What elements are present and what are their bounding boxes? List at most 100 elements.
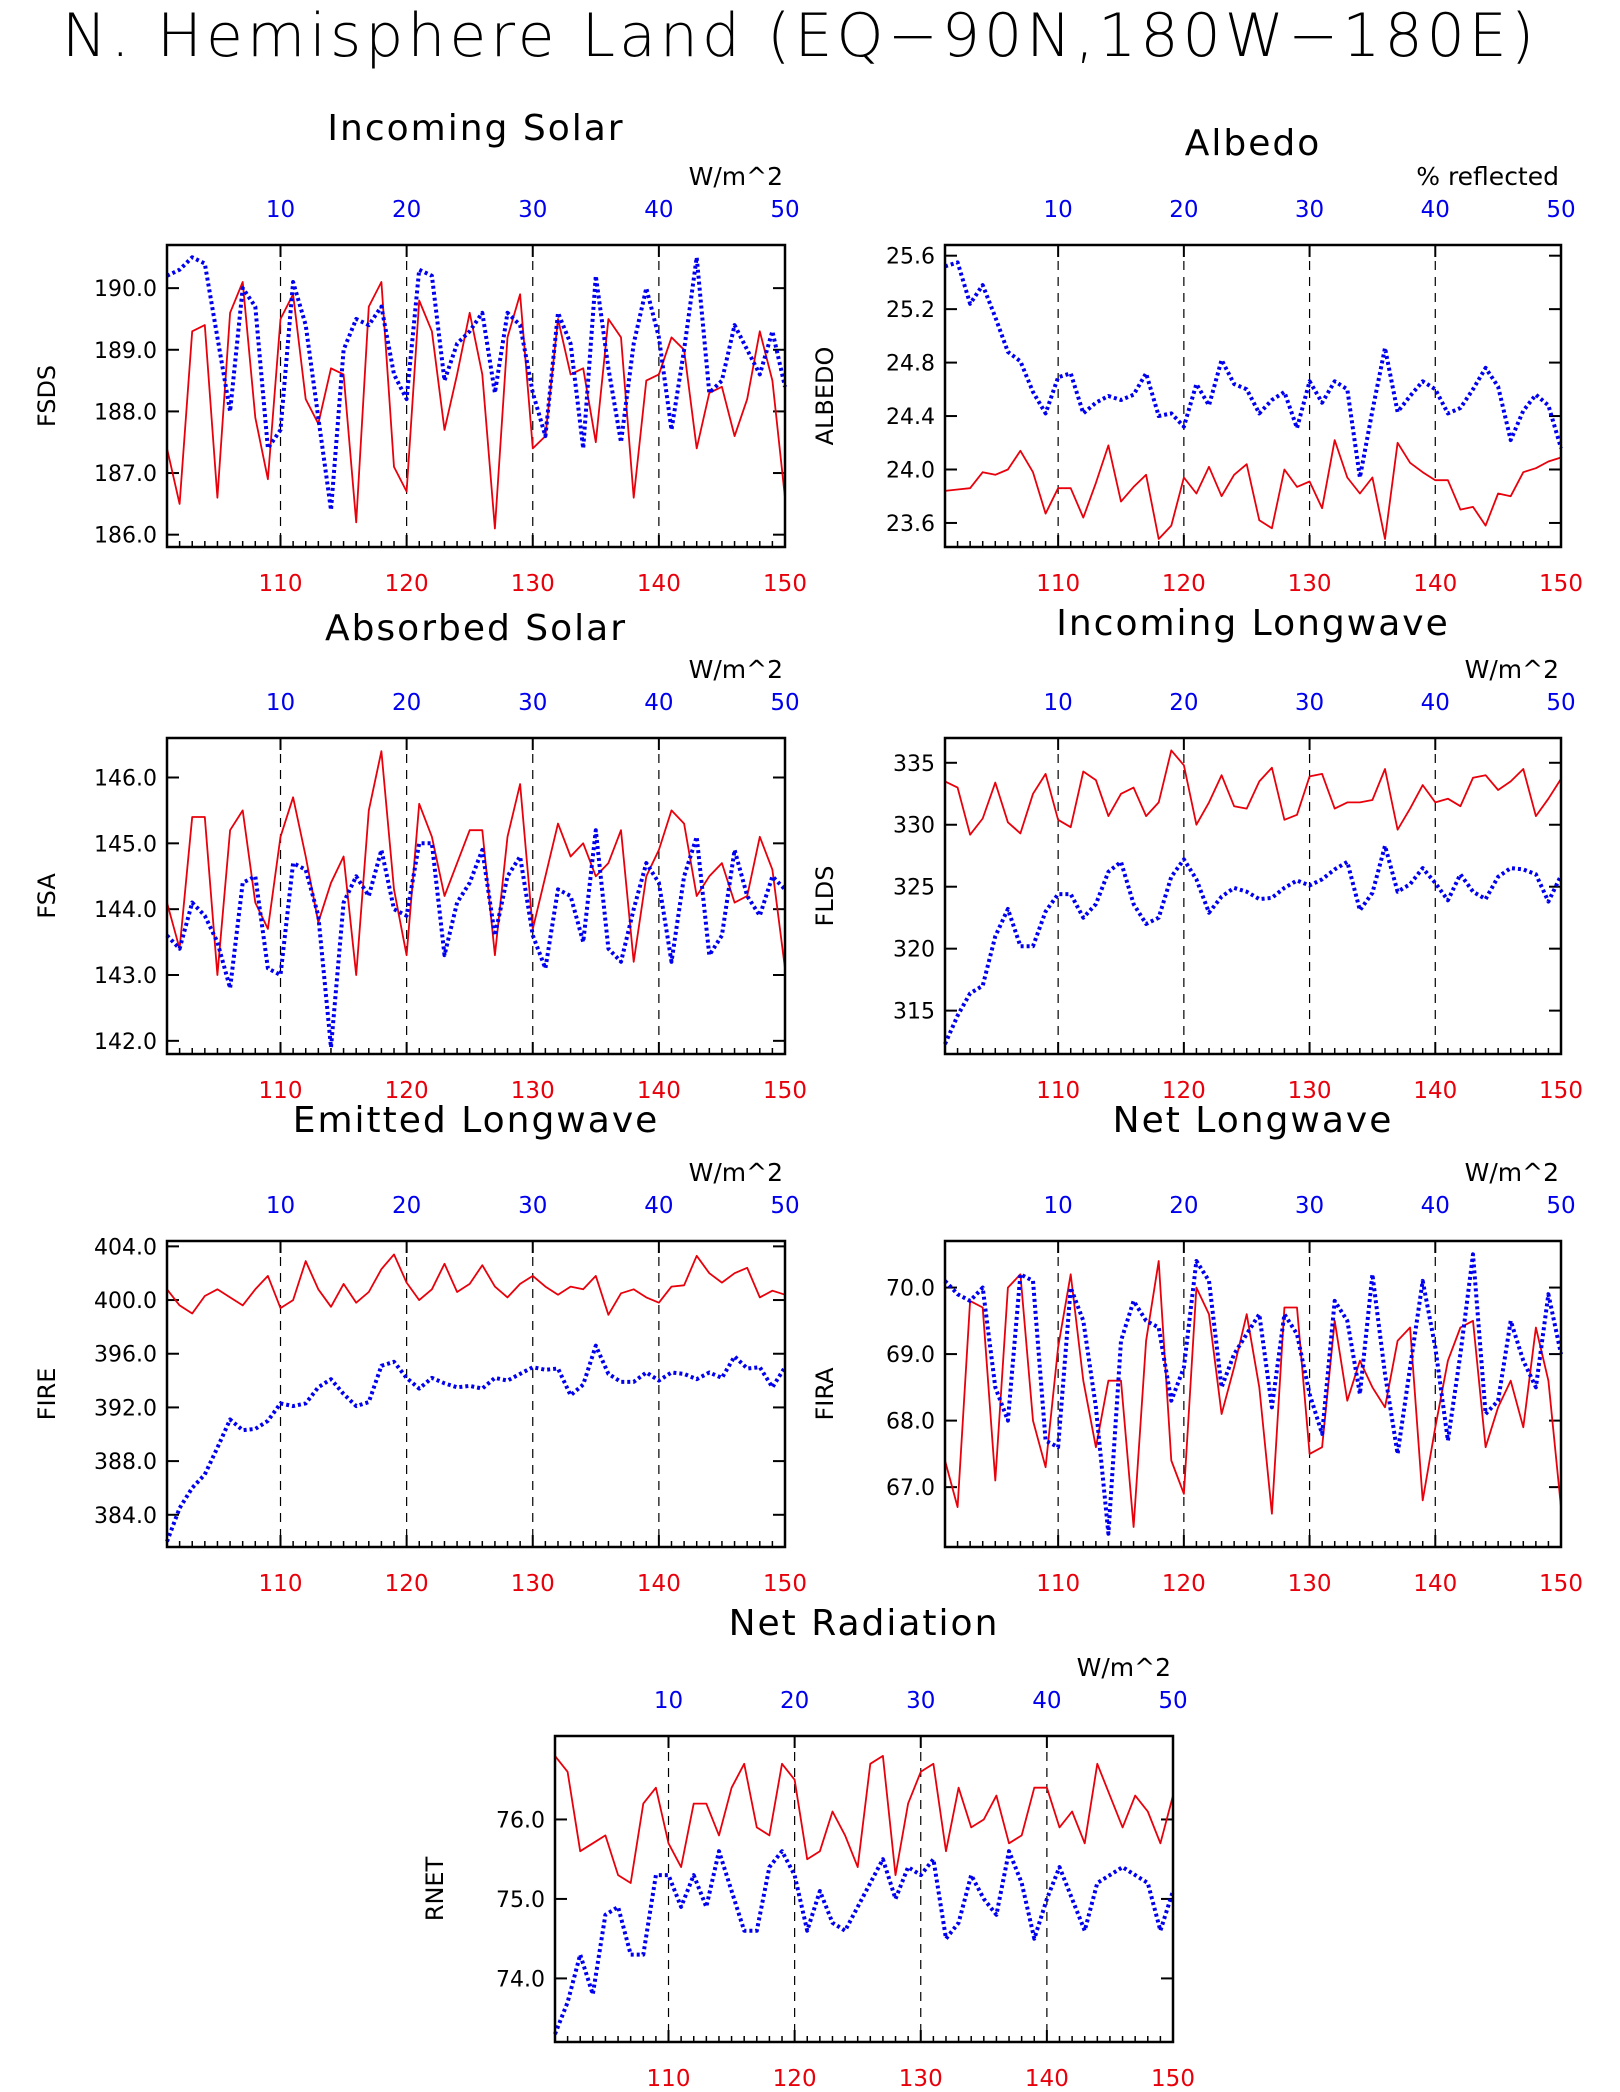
series-line-blue (943, 843, 1563, 1045)
y-tick-label: 189.0 (94, 339, 157, 364)
y-tick-label: 186.0 (94, 524, 157, 549)
x-tick-label-bottom: 150 (1539, 1078, 1583, 1104)
panel-albedo: Albedo % reflected ALBEDO 110 120 130 140 150 10… (811, 123, 1583, 597)
panel-title: Emitted Longwave (293, 1100, 660, 1141)
x-tick-label-top: 30 (518, 197, 547, 223)
series-line-red (944, 439, 1562, 540)
x-tick-label-top: 40 (644, 1193, 673, 1219)
y-tick-label: 23.6 (886, 512, 935, 537)
x-tick-label-top: 50 (770, 1193, 799, 1219)
units-label: W/m^2 (1465, 1158, 1559, 1187)
y-tick-label: 315 (893, 1000, 935, 1025)
x-tick-label-top: 50 (1546, 690, 1575, 716)
units-label: W/m^2 (1465, 655, 1559, 684)
series-line-red (166, 1253, 786, 1316)
x-tick-label-bottom: 120 (773, 2066, 817, 2092)
x-tick-label-top: 30 (1295, 1193, 1324, 1219)
x-tick-label-bottom: 150 (1539, 1571, 1583, 1597)
y-tick-label: 388.0 (94, 1450, 157, 1475)
x-tick-label-top: 50 (1546, 1193, 1575, 1219)
x-tick-label-top: 40 (644, 690, 673, 716)
x-tick-label-bottom: 140 (637, 1571, 681, 1597)
x-tick-label-top: 10 (1044, 690, 1073, 716)
series-line-blue (944, 260, 1563, 480)
x-tick-label-top: 50 (770, 197, 799, 223)
x-tick-label-bottom: 110 (1036, 571, 1080, 597)
series-line-blue (553, 1849, 1175, 2035)
series-line-red (944, 1260, 1562, 1528)
y-tick-label: 400.0 (94, 1289, 157, 1314)
y-tick-label: 74.0 (496, 1967, 545, 1992)
x-tick-label-bottom: 110 (1036, 1078, 1080, 1104)
x-tick-label-bottom: 110 (1036, 1571, 1080, 1597)
x-tick-label-bottom: 110 (259, 571, 303, 597)
x-tick-label-bottom: 150 (763, 1571, 807, 1597)
units-label: W/m^2 (1077, 1653, 1171, 1682)
x-tick-label-bottom: 120 (385, 1078, 429, 1104)
plot-frame (165, 1239, 787, 1549)
x-tick-label-bottom: 130 (899, 2066, 943, 2092)
units-label: W/m^2 (689, 162, 783, 191)
plot-frame (165, 736, 787, 1056)
x-tick-label-bottom: 120 (1162, 571, 1206, 597)
units-label: % reflected (1416, 162, 1559, 191)
y-tick-label: 335 (893, 752, 935, 777)
y-tick-label: 188.0 (94, 400, 157, 425)
panel-title: Absorbed Solar (325, 608, 627, 649)
x-tick-label-bottom: 150 (763, 571, 807, 597)
panel-rnet: Net Radiation W/m^2 RNET 110 120 130 140 150 10 2… (421, 1603, 1195, 2092)
x-tick-label-top: 20 (780, 1688, 809, 1714)
x-tick-label-bottom: 120 (1162, 1571, 1206, 1597)
y-tick-label: 75.0 (496, 1888, 545, 1913)
y-tick-label: 68.0 (886, 1410, 935, 1435)
series-line-blue (943, 1252, 1563, 1536)
x-tick-label-top: 40 (1421, 1193, 1450, 1219)
y-tick-label: 69.0 (886, 1343, 935, 1368)
units-label: W/m^2 (689, 1158, 783, 1187)
x-tick-label-top: 20 (392, 197, 421, 223)
series-line-red (944, 749, 1562, 836)
panels: Incoming Solar W/m^2 FSDS 110 120 130 140 150 10… (33, 108, 1583, 2092)
x-tick-label-bottom: 150 (1539, 571, 1583, 597)
series-line-red (166, 281, 786, 530)
y-tick-label: 330 (893, 814, 935, 839)
y-tick-label: 143.0 (94, 964, 157, 989)
series-line-red (554, 1755, 1174, 1884)
panel-fire: Emitted Longwave W/m^2 FIRE 110 120 130 140 150… (33, 1100, 807, 1597)
x-tick-label-bottom: 110 (259, 1571, 303, 1597)
y-tick-label: 142.0 (94, 1030, 157, 1055)
y-tick-label: 24.8 (886, 352, 935, 377)
x-tick-label-top: 30 (1295, 690, 1324, 716)
y-tick-label: 25.2 (886, 298, 935, 323)
x-tick-label-top: 10 (1044, 1193, 1073, 1219)
x-tick-label-bottom: 140 (637, 571, 681, 597)
x-tick-label-top: 20 (1169, 197, 1198, 223)
x-tick-label-top: 10 (1044, 197, 1073, 223)
y-axis-label: FLDS (811, 866, 839, 927)
x-tick-label-top: 10 (654, 1688, 683, 1714)
series-line-blue (166, 255, 787, 512)
y-tick-label: 384.0 (94, 1504, 157, 1529)
x-tick-label-bottom: 140 (1413, 1078, 1457, 1104)
panel-fsds: Incoming Solar W/m^2 FSDS 110 120 130 140 150 10… (33, 108, 807, 597)
y-axis-label: ALBEDO (811, 347, 839, 446)
x-tick-label-bottom: 140 (1413, 571, 1457, 597)
x-tick-label-bottom: 120 (1162, 1078, 1206, 1104)
series-line-blue (165, 828, 787, 1050)
x-tick-label-top: 40 (1032, 1688, 1061, 1714)
x-tick-label-bottom: 140 (1413, 1571, 1457, 1597)
x-tick-label-top: 40 (1421, 690, 1450, 716)
panel-fira: Net Longwave W/m^2 FIRA 110 120 130 140 150 10 20… (811, 1100, 1583, 1597)
panel-flds: Incoming Longwave W/m^2 FLDS 110 120 130 140 15… (811, 603, 1583, 1104)
x-tick-label-top: 20 (392, 690, 421, 716)
panel-title: Albedo (1185, 123, 1322, 164)
panel-title: Net Radiation (729, 1603, 1000, 1644)
y-tick-label: 67.0 (886, 1476, 935, 1501)
x-tick-label-bottom: 130 (1288, 1571, 1332, 1597)
x-tick-label-bottom: 140 (1025, 2066, 1069, 2092)
x-tick-label-bottom: 110 (647, 2066, 691, 2092)
x-tick-label-bottom: 120 (385, 571, 429, 597)
panel-title: Net Longwave (1113, 1100, 1394, 1141)
y-tick-label: 76.0 (496, 1808, 545, 1833)
x-tick-label-bottom: 130 (1288, 571, 1332, 597)
